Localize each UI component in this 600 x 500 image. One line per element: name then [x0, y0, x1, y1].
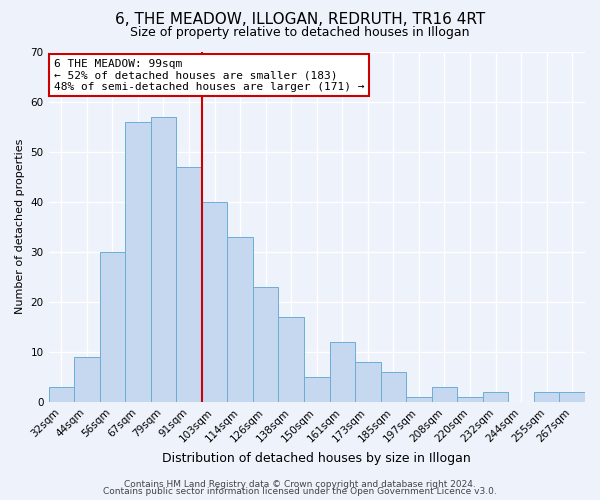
Text: 6, THE MEADOW, ILLOGAN, REDRUTH, TR16 4RT: 6, THE MEADOW, ILLOGAN, REDRUTH, TR16 4R… — [115, 12, 485, 28]
Bar — [151, 116, 176, 402]
Bar — [355, 362, 380, 402]
X-axis label: Distribution of detached houses by size in Illogan: Distribution of detached houses by size … — [163, 452, 471, 465]
Text: Contains public sector information licensed under the Open Government Licence v3: Contains public sector information licen… — [103, 487, 497, 496]
Bar — [74, 357, 100, 402]
Text: 6 THE MEADOW: 99sqm
← 52% of detached houses are smaller (183)
48% of semi-detac: 6 THE MEADOW: 99sqm ← 52% of detached ho… — [54, 58, 364, 92]
Bar — [534, 392, 559, 402]
Bar — [125, 122, 151, 402]
Bar — [457, 397, 483, 402]
Bar — [483, 392, 508, 402]
Bar — [406, 397, 432, 402]
Bar — [278, 317, 304, 402]
Bar — [253, 287, 278, 402]
Bar — [432, 387, 457, 402]
Bar — [100, 252, 125, 402]
Bar — [49, 387, 74, 402]
Bar — [176, 166, 202, 402]
Bar — [559, 392, 585, 402]
Bar — [380, 372, 406, 402]
Y-axis label: Number of detached properties: Number of detached properties — [15, 139, 25, 314]
Bar — [304, 377, 329, 402]
Bar — [329, 342, 355, 402]
Text: Contains HM Land Registry data © Crown copyright and database right 2024.: Contains HM Land Registry data © Crown c… — [124, 480, 476, 489]
Text: Size of property relative to detached houses in Illogan: Size of property relative to detached ho… — [130, 26, 470, 39]
Bar — [227, 236, 253, 402]
Bar — [202, 202, 227, 402]
